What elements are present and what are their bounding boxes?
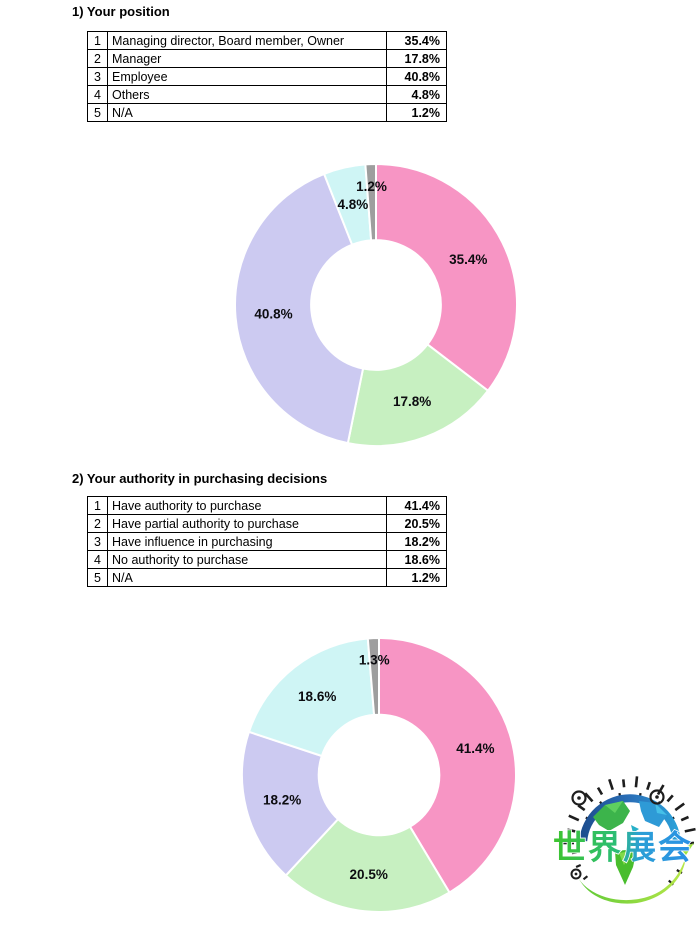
row-label: Employee — [108, 68, 387, 86]
slice-label: 1.2% — [356, 179, 387, 194]
table-row: 4 Others 4.8% — [88, 86, 447, 104]
row-number: 2 — [88, 515, 108, 533]
row-label: Have authority to purchase — [108, 497, 387, 515]
authority-donut-chart: 41.4% 20.5% 18.2% 18.6% 1.3% — [229, 625, 529, 925]
slice-label: 1.3% — [359, 653, 390, 668]
ray-dash — [584, 876, 588, 879]
row-label: N/A — [108, 104, 387, 122]
world-expo-watermark-logo: 世界展会 — [535, 755, 700, 920]
slice-label: 17.8% — [393, 394, 431, 409]
ray-dash — [647, 782, 650, 790]
row-label: No authority to purchase — [108, 551, 387, 569]
row-label: Manager — [108, 50, 387, 68]
ray-dash — [681, 817, 688, 820]
slice-label: 20.5% — [350, 867, 388, 882]
row-value: 20.5% — [387, 515, 447, 533]
table-row: 3 Have influence in purchasing 18.2% — [88, 533, 447, 551]
row-value: 18.6% — [387, 551, 447, 569]
row-number: 4 — [88, 551, 108, 569]
slice-label: 18.6% — [298, 689, 336, 704]
ray-dash — [636, 776, 637, 787]
row-value: 17.8% — [387, 50, 447, 68]
slice-label: 41.4% — [456, 741, 494, 756]
row-value: 1.2% — [387, 569, 447, 587]
circle-dot-ornament — [572, 870, 581, 879]
row-label: N/A — [108, 569, 387, 587]
row-number: 5 — [88, 569, 108, 587]
row-number: 1 — [88, 497, 108, 515]
circle-dot-ornament — [651, 791, 664, 804]
ray-dash — [609, 779, 612, 789]
row-label: Have influence in purchasing — [108, 533, 387, 551]
row-value: 1.2% — [387, 104, 447, 122]
ray-dash — [598, 788, 602, 795]
row-number: 3 — [88, 68, 108, 86]
watermark-text: 世界展会 — [553, 829, 693, 866]
ray-dash — [569, 816, 579, 821]
ray-dash — [623, 779, 624, 787]
row-number: 2 — [88, 50, 108, 68]
authority-table: 1 Have authority to purchase 41.4% 2 Hav… — [87, 496, 447, 587]
donut-slice — [376, 164, 517, 391]
slice-label: 18.2% — [263, 792, 301, 807]
table-row: 1 Have authority to purchase 41.4% — [88, 497, 447, 515]
table-row: 5 N/A 1.2% — [88, 569, 447, 587]
table-row: 2 Have partial authority to purchase 20.… — [88, 515, 447, 533]
ray-dash — [675, 804, 684, 811]
row-value: 18.2% — [387, 533, 447, 551]
row-label: Have partial authority to purchase — [108, 515, 387, 533]
row-value: 35.4% — [387, 32, 447, 50]
row-label: Managing director, Board member, Owner — [108, 32, 387, 50]
row-value: 40.8% — [387, 68, 447, 86]
row-label: Others — [108, 86, 387, 104]
slice-label: 4.8% — [338, 197, 369, 212]
ray-dash — [578, 805, 585, 810]
row-number: 3 — [88, 533, 108, 551]
row-value: 41.4% — [387, 497, 447, 515]
position-donut-chart: 35.4% 17.8% 40.8% 4.8% 1.2% — [226, 155, 526, 455]
slice-label: 35.4% — [449, 252, 487, 267]
row-number: 5 — [88, 104, 108, 122]
ray-dash — [668, 795, 673, 801]
circle-dot-ornament — [573, 792, 586, 805]
row-number: 1 — [88, 32, 108, 50]
table-row: 3 Employee 40.8% — [88, 68, 447, 86]
table-row: 2 Manager 17.8% — [88, 50, 447, 68]
slice-label: 40.8% — [254, 307, 292, 322]
section-1-heading: 1) Your position — [72, 4, 170, 19]
row-number: 4 — [88, 86, 108, 104]
position-table: 1 Managing director, Board member, Owner… — [87, 31, 447, 122]
table-row: 4 No authority to purchase 18.6% — [88, 551, 447, 569]
row-value: 4.8% — [387, 86, 447, 104]
table-row: 1 Managing director, Board member, Owner… — [88, 32, 447, 50]
table-row: 5 N/A 1.2% — [88, 104, 447, 122]
section-2-heading: 2) Your authority in purchasing decision… — [72, 471, 327, 486]
